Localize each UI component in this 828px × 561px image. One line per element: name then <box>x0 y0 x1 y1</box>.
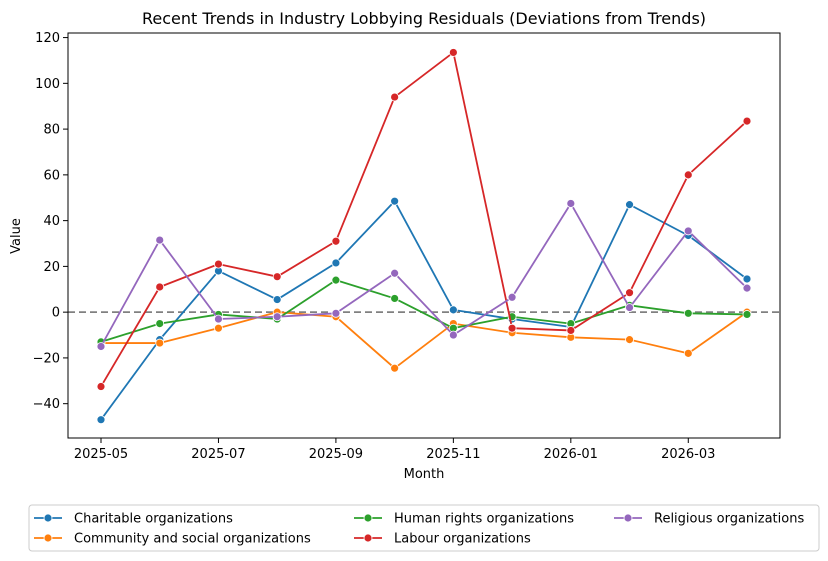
x-tick-label: 2025-05 <box>74 447 128 462</box>
x-tick-label: 2026-01 <box>544 447 598 462</box>
y-tick-label: 0 <box>52 306 60 321</box>
plot-frame <box>67 32 781 439</box>
data-point <box>390 268 400 278</box>
y-tick-label: 100 <box>35 77 60 92</box>
series-line-2 <box>100 279 748 343</box>
legend-marker <box>363 513 373 523</box>
data-point <box>742 274 752 284</box>
data-point <box>625 303 634 312</box>
data-point <box>683 226 693 236</box>
data-point <box>625 200 634 210</box>
data-point <box>96 342 106 351</box>
y-tick-label: 20 <box>43 260 60 275</box>
y-axis-label: Value <box>9 218 24 254</box>
y-tick-label: −40 <box>33 397 60 412</box>
data-point <box>214 314 223 324</box>
legend-label: Human rights organizations <box>394 512 574 527</box>
legend: Charitable organizations Community and so… <box>28 504 820 552</box>
legend-item: Community and social organizations <box>34 532 311 547</box>
data-point <box>155 235 165 245</box>
data-point <box>155 319 165 328</box>
data-point <box>507 323 517 333</box>
data-point <box>683 170 693 180</box>
y-tick-label: 120 <box>35 31 60 46</box>
legend-label: Charitable organizations <box>74 512 233 527</box>
plot-area: −40 −20 0 20 40 60 80 100 120 2025-05 2025-07 2025-… <box>33 31 781 462</box>
y-tick-label: 80 <box>43 123 60 138</box>
data-point <box>742 283 752 293</box>
x-tick-label: 2026-03 <box>661 447 715 462</box>
data-point <box>448 48 458 57</box>
data-point <box>566 199 576 208</box>
data-point <box>625 288 634 298</box>
data-point <box>96 382 106 391</box>
series-line-4 <box>100 202 748 347</box>
legend-item: Human rights organizations <box>354 512 574 527</box>
x-tick-label: 2025-07 <box>191 447 245 462</box>
legend-label: Community and social organizations <box>74 532 311 547</box>
series-line-0 <box>100 200 748 421</box>
data-point <box>390 92 400 102</box>
chart-title: Recent Trends in Industry Lobbying Resid… <box>142 9 706 28</box>
data-point <box>683 308 693 318</box>
data-point <box>214 259 223 269</box>
x-tick-label: 2025-09 <box>309 447 363 462</box>
data-point <box>214 323 223 333</box>
x-tick-label: 2025-11 <box>426 447 480 462</box>
data-point <box>390 363 400 373</box>
legend-label: Religious organizations <box>654 512 804 527</box>
data-point <box>272 295 282 304</box>
data-point <box>331 258 341 268</box>
legend-item: Religious organizations <box>614 512 804 527</box>
data-point <box>331 308 341 318</box>
data-point <box>272 312 282 322</box>
data-point <box>96 415 106 425</box>
series-line-1 <box>101 311 748 370</box>
legend-item: Charitable organizations <box>34 512 233 527</box>
legend-item: Labour organizations <box>354 532 531 547</box>
data-point <box>390 196 400 206</box>
data-point <box>155 282 165 292</box>
data-point <box>742 116 752 126</box>
data-point <box>448 330 458 340</box>
data-point <box>155 338 165 348</box>
series-line-3 <box>100 51 748 387</box>
legend-marker <box>43 513 53 523</box>
legend-marker <box>363 533 373 543</box>
data-point <box>507 292 517 302</box>
data-point <box>742 310 752 319</box>
data-point <box>331 275 341 285</box>
legend-marker <box>623 513 633 523</box>
y-tick-label: 40 <box>43 214 60 229</box>
data-point <box>566 326 576 335</box>
data-point <box>448 305 458 315</box>
data-point <box>272 272 282 282</box>
data-point <box>390 294 400 303</box>
data-point <box>625 335 634 345</box>
y-tick-label: 60 <box>43 168 60 183</box>
x-axis-label: Month <box>404 467 445 482</box>
legend-box <box>28 504 820 552</box>
data-point <box>683 348 693 358</box>
data-point <box>331 236 341 246</box>
y-tick-label: −20 <box>33 351 60 366</box>
legend-marker <box>43 533 53 543</box>
legend-label: Labour organizations <box>394 532 531 547</box>
